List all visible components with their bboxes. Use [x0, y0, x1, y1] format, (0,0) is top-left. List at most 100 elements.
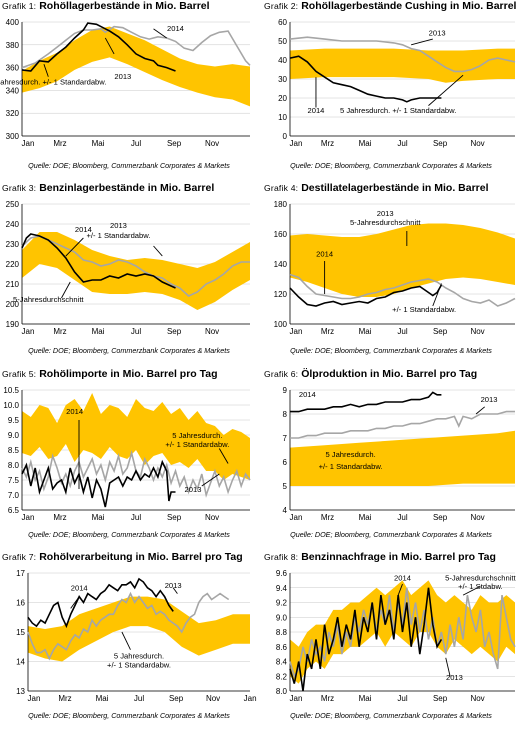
chart-panel-1: Grafik 1: Rohöllagerbestände in Mio. Bar…: [0, 0, 258, 179]
y-tick-label: 120: [274, 290, 288, 299]
x-tick-label: Nov: [205, 513, 219, 522]
series-line-2014: [289, 284, 443, 307]
chart-plot: 100 120 140 160 180 Jan Mrz Mai Jul Sep Nov 2013 201…: [274, 200, 516, 336]
std-band: [22, 26, 250, 107]
annotation-label: 2013: [165, 581, 182, 590]
annotation-label: 2014: [75, 225, 92, 234]
chart-label: Grafik 3:: [2, 183, 37, 193]
chart-title-text: Rohölverarbeitung in Mio. Barrel pro Tag: [39, 551, 243, 563]
annotation-pointer: [428, 74, 464, 106]
chart-panel-5: Grafik 5: Rohölimporte in Mio. Barrel pr…: [0, 368, 258, 547]
y-tick-label: 220: [6, 260, 20, 269]
annotation-pointer: [218, 448, 229, 464]
y-tick-label: 16: [16, 599, 25, 608]
annotation-label: 5 Jahresdurch.: [172, 431, 222, 440]
annotation-pointer: [153, 245, 163, 257]
chart-title: Grafik 4: Destillatelagerbestände in Mio…: [264, 182, 489, 194]
y-tick-label: 9.0: [8, 431, 20, 440]
chart-source: Quelle: DOE; Bloomberg, Commerzbank Corp…: [28, 711, 230, 720]
y-tick-label: 200: [6, 300, 20, 309]
annotation-pointer: [432, 283, 442, 307]
chart-source: Quelle: DOE; Bloomberg, Commerzbank Corp…: [290, 346, 492, 355]
y-tick-label: 6.5: [8, 506, 20, 515]
chart-title-text: Rohölimporte in Mio. Barrel pro Tag: [39, 368, 218, 380]
y-tick-label: 9.4: [276, 584, 288, 593]
chart-title-text: Benzinlagerbestände in Mio. Barrel: [39, 182, 215, 194]
x-tick-label: Jan: [22, 327, 35, 336]
x-tick-label: Sep: [433, 327, 448, 336]
std-band: [22, 232, 250, 310]
series-line-2013: [21, 25, 251, 69]
y-tick-label: 240: [6, 220, 20, 229]
y-tick-label: 10.5: [3, 386, 19, 395]
chart-panel-4: Grafik 4: Destillatelagerbestände in Mio…: [262, 182, 520, 361]
chart-panel-6: Grafik 6: Ölproduktion in Mio. Barrel pr…: [262, 368, 520, 547]
annotation-label: +/- 1 Standardabw.: [107, 660, 171, 669]
y-tick-label: 9.2: [276, 599, 288, 608]
y-tick-label: 7.5: [8, 476, 20, 485]
annotation-pointer: [153, 28, 167, 39]
y-tick-label: 210: [6, 280, 20, 289]
annotation-pointer: [65, 237, 84, 257]
annotation-label: +/- 1 Standardabw.: [319, 462, 383, 471]
annotation-label: 2013: [446, 673, 463, 682]
x-tick-label: Nov: [470, 694, 484, 703]
std-band: [28, 596, 250, 662]
y-tick-label: 160: [274, 230, 288, 239]
y-tick-label: 14: [16, 658, 25, 667]
chart-label: Grafik 8:: [264, 552, 299, 562]
x-tick-label: Mrz: [53, 139, 66, 148]
annotation-label: 2013: [110, 221, 127, 230]
annotation-label: 2014: [66, 407, 83, 416]
series-line-2013: [21, 235, 250, 297]
annotation-label: 5 Jahresdurch.: [114, 652, 164, 661]
x-tick-label: Mai: [96, 694, 109, 703]
x-tick-label: Jul: [131, 513, 141, 522]
x-tick-label: Mrz: [321, 694, 334, 703]
x-tick-label: Mrz: [53, 327, 66, 336]
x-tick-label: Jul: [397, 327, 407, 336]
series-line-2014: [289, 587, 443, 692]
y-tick-label: 8.0: [276, 687, 288, 696]
std-band: [290, 48, 515, 83]
chart-label: Grafik 7:: [2, 552, 37, 562]
x-tick-label: Jan: [290, 327, 303, 336]
annotation-label: +/- 1 Stdabw.: [458, 582, 503, 591]
annotation-pointer: [121, 631, 131, 650]
chart-title: Grafik 6: Ölproduktion in Mio. Barrel pr…: [264, 368, 477, 380]
chart-title: Grafik 3: Benzinlagerbestände in Mio. Ba…: [2, 182, 214, 194]
y-tick-label: 17: [16, 569, 25, 578]
annotation-label: 2014: [308, 106, 325, 115]
y-tick-label: 190: [6, 320, 20, 329]
x-tick-label: Sep: [433, 513, 448, 522]
chart-plot: 190 200 210 220 230 240 250 Jan Mrz Mai Jul Sep Nov 2…: [6, 200, 250, 336]
chart-title: Grafik 1: Rohöllagerbestände in Mio. Bar…: [2, 0, 210, 12]
x-tick-label: Mai: [92, 513, 105, 522]
chart-plot: 13 14 15 16 17 Jan Mrz Mai Jul Sep Nov Jan 2013 2014 5…: [16, 569, 256, 703]
x-tick-label: Jan: [290, 694, 303, 703]
x-tick-label: Nov: [205, 327, 219, 336]
x-tick-label: Mrz: [321, 139, 334, 148]
annotation-label: 2013: [481, 395, 498, 404]
y-tick-label: 9.5: [8, 416, 20, 425]
y-tick-label: 8.2: [276, 672, 288, 681]
chart-panel-8: Grafik 8: Benzinnachfrage in Mio. Barrel…: [262, 551, 520, 730]
x-tick-label: Mai: [359, 327, 372, 336]
annotation-label: +/- 1 Standardabw.: [392, 305, 456, 314]
x-tick-label: Jul: [131, 139, 141, 148]
chart-label: Grafik 6:: [264, 369, 299, 379]
y-tick-label: 9.6: [276, 569, 288, 578]
y-tick-label: 30: [278, 75, 287, 84]
annotation-label: +/- 1 Standardabw.: [165, 440, 229, 449]
chart-title-text: Rohöllagerbestände Cushing in Mio. Barre…: [301, 0, 517, 12]
y-tick-label: 10: [278, 113, 287, 122]
chart-title: Grafik 5: Rohölimporte in Mio. Barrel pr…: [2, 368, 218, 380]
y-tick-label: 5: [283, 482, 288, 491]
y-tick-label: 8.4: [276, 658, 288, 667]
chart-plot: 8.0 8.2 8.4 8.6 8.8 9.0 9.2 9.4 9.6 Jan Mrz Mai Jul S…: [276, 569, 517, 703]
annotation-label: 2013: [185, 485, 202, 494]
x-tick-label: Jan: [290, 513, 303, 522]
x-tick-label: Nov: [470, 327, 484, 336]
x-tick-label: Sep: [167, 327, 182, 336]
annotation-label: 2013: [377, 209, 394, 218]
